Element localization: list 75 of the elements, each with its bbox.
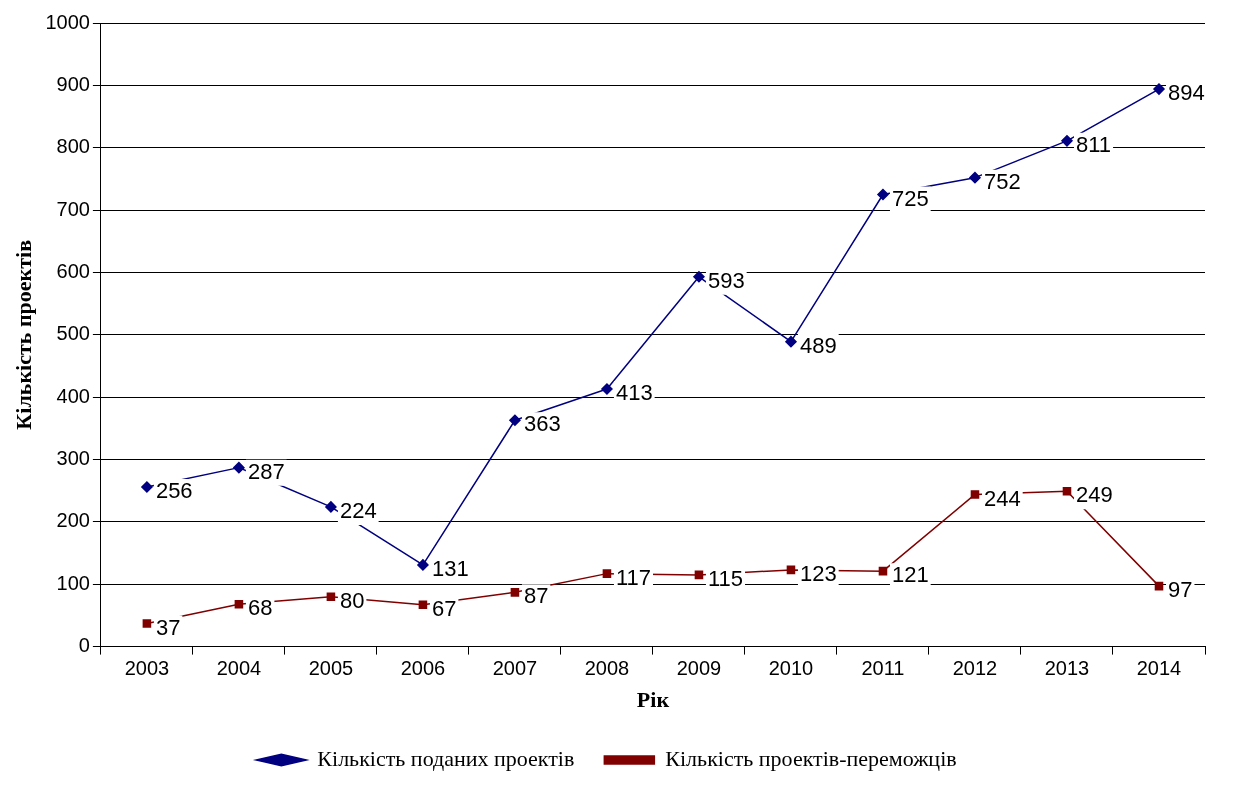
data-label: 413 bbox=[615, 380, 653, 406]
data-label: 123 bbox=[799, 560, 837, 586]
y-tick-label: 1000 bbox=[45, 10, 90, 33]
point bbox=[142, 619, 152, 628]
point bbox=[509, 414, 521, 426]
point bbox=[1153, 83, 1165, 95]
data-label: 80 bbox=[339, 587, 365, 613]
data-label: 67 bbox=[431, 595, 457, 621]
data-label: 87 bbox=[523, 583, 549, 609]
data-label: 117 bbox=[615, 564, 652, 590]
x-tick-label: 2006 bbox=[400, 657, 446, 680]
data-label: 593 bbox=[707, 267, 745, 293]
y-tick-label: 600 bbox=[56, 259, 90, 282]
point bbox=[1061, 135, 1073, 147]
data-label: 725 bbox=[891, 185, 929, 211]
point bbox=[417, 559, 429, 571]
point bbox=[785, 335, 797, 348]
x-tick-label: 2003 bbox=[124, 657, 170, 680]
point bbox=[970, 490, 980, 499]
point bbox=[786, 565, 796, 575]
legend-label: Кількість поданих проектів bbox=[317, 745, 575, 771]
legend-label: Кількість проектів-переможців bbox=[665, 745, 957, 771]
data-label: 131 bbox=[431, 555, 469, 581]
data-label: 287 bbox=[247, 458, 285, 484]
data-label: 752 bbox=[983, 168, 1021, 194]
point bbox=[141, 481, 153, 493]
x-tick-label: 2012 bbox=[952, 657, 998, 680]
x-axis-title: Рік bbox=[636, 687, 670, 713]
x-tick-label: 2007 bbox=[492, 657, 538, 680]
point bbox=[878, 566, 888, 576]
x-tick-label: 2004 bbox=[216, 657, 262, 680]
point bbox=[693, 271, 705, 283]
point bbox=[1154, 581, 1164, 591]
data-label: 224 bbox=[339, 497, 377, 523]
x-tick-label: 2014 bbox=[1136, 657, 1182, 680]
point bbox=[510, 588, 520, 597]
data-label: 115 bbox=[707, 565, 744, 591]
y-axis-title: Кількість проектів bbox=[10, 239, 36, 430]
y-tick-label: 800 bbox=[56, 135, 90, 158]
point bbox=[1062, 487, 1072, 496]
y-tick-label: 500 bbox=[56, 322, 90, 345]
data-label: 97 bbox=[1168, 577, 1193, 603]
y-tick-label: 100 bbox=[56, 571, 90, 594]
y-tick-label: 0 bbox=[78, 634, 90, 657]
data-label: 244 bbox=[983, 485, 1021, 511]
x-tick-label: 2010 bbox=[768, 657, 814, 680]
point bbox=[969, 171, 981, 184]
point bbox=[694, 570, 704, 580]
point bbox=[601, 383, 613, 395]
data-label: 256 bbox=[155, 478, 193, 504]
y-tick-label: 900 bbox=[56, 72, 90, 95]
data-label: 363 bbox=[523, 411, 561, 437]
x-tick-label: 2013 bbox=[1044, 657, 1090, 680]
y-tick-label: 700 bbox=[56, 197, 90, 220]
y-tick-label: 200 bbox=[56, 509, 90, 532]
data-label: 894 bbox=[1168, 80, 1205, 106]
point bbox=[602, 569, 612, 578]
y-tick-label: 400 bbox=[56, 384, 90, 407]
point bbox=[233, 461, 245, 474]
data-label: 68 bbox=[247, 595, 273, 621]
x-tick-label: 2008 bbox=[584, 657, 630, 680]
data-label: 121 bbox=[891, 562, 929, 588]
data-label: 811 bbox=[1075, 131, 1112, 157]
data-label: 37 bbox=[155, 614, 181, 640]
data-label: 489 bbox=[799, 332, 837, 358]
point bbox=[234, 599, 244, 609]
x-tick-label: 2011 bbox=[861, 657, 905, 680]
data-label: 249 bbox=[1075, 482, 1113, 508]
point bbox=[418, 600, 428, 610]
point bbox=[326, 592, 336, 601]
x-tick-label: 2005 bbox=[308, 657, 354, 680]
x-tick-label: 2009 bbox=[676, 657, 722, 680]
point bbox=[325, 501, 337, 513]
point bbox=[877, 188, 889, 201]
y-tick-label: 300 bbox=[56, 447, 90, 470]
